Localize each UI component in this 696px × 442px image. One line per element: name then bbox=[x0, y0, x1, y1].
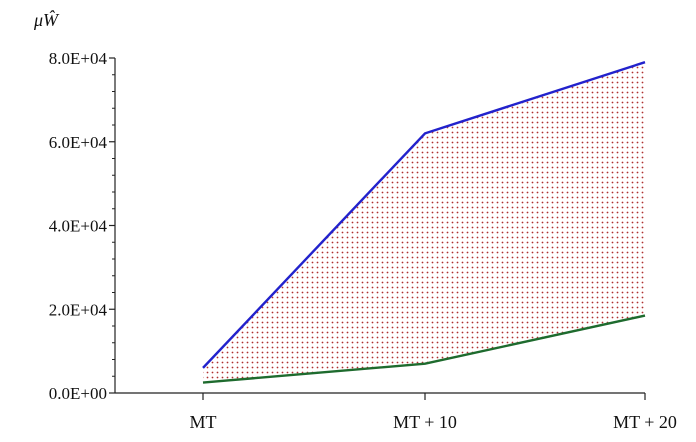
y-tick-label: 0.0E+00 bbox=[49, 384, 107, 403]
x-category-label: MT bbox=[190, 412, 217, 432]
x-category-label: MT + 20 bbox=[613, 412, 677, 432]
y-axis-title: μŴ bbox=[33, 9, 60, 30]
y-tick-label: 2.0E+04 bbox=[49, 300, 108, 319]
y-tick-label: 8.0E+04 bbox=[49, 49, 108, 68]
y-tick-label: 4.0E+04 bbox=[49, 217, 108, 236]
series-line-1 bbox=[202, 61, 646, 369]
series-line-2 bbox=[202, 314, 646, 384]
y-tick-label: 6.0E+04 bbox=[49, 133, 108, 152]
shaded-band bbox=[203, 62, 645, 383]
x-category-label: MT + 10 bbox=[393, 412, 457, 432]
